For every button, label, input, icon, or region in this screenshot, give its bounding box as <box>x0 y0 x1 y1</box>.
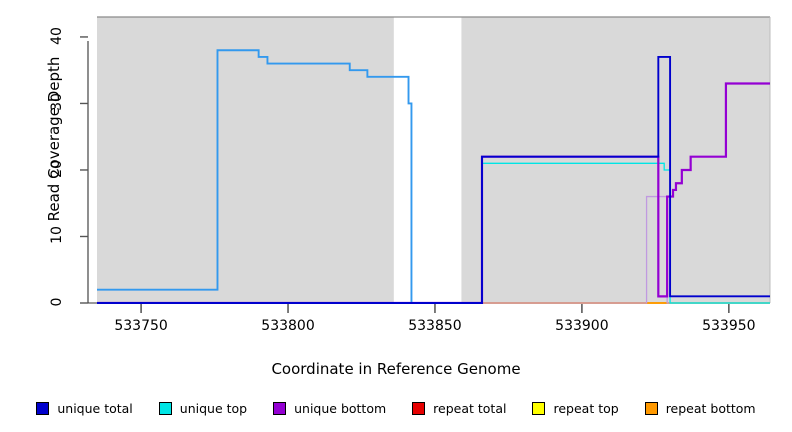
legend-label: unique top <box>179 400 248 416</box>
legend-item[interactable]: repeat bottom <box>644 400 756 416</box>
legend-label: repeat top <box>553 400 619 416</box>
legend-item[interactable]: unique top <box>158 400 248 416</box>
y-tick-label: 0 <box>49 297 65 307</box>
x-tick-label: 533950 <box>702 318 756 334</box>
panel-left <box>97 17 394 303</box>
y-tick-label: 20 <box>49 160 65 178</box>
series-line <box>97 55 770 304</box>
x-tick-label: 533750 <box>114 318 168 334</box>
y-tick-label: 30 <box>49 93 65 112</box>
legend-label: repeat total <box>433 400 507 416</box>
legend-swatch-icon <box>412 401 426 415</box>
panel-right <box>461 17 770 303</box>
legend-label: unique total <box>57 400 133 416</box>
legend-label: repeat bottom <box>665 400 756 416</box>
legend-swatch-icon <box>158 401 172 415</box>
x-tick-label: 533900 <box>555 318 609 334</box>
series-line <box>97 49 482 304</box>
chart-legend: unique total unique top unique bottom repea… <box>0 396 792 420</box>
legend-item[interactable]: repeat total <box>412 401 506 416</box>
x-axis-title: Coordinate in Reference Genome <box>271 360 521 378</box>
legend-label: unique bottom <box>294 400 387 416</box>
x-tick-label: 533800 <box>261 318 315 334</box>
legend-item[interactable]: repeat top <box>532 400 619 416</box>
y-tick-label: 40 <box>49 27 65 45</box>
legend-swatch-icon <box>36 401 50 415</box>
x-tick-label: 533850 <box>408 318 462 334</box>
legend-swatch-icon <box>532 401 546 415</box>
legend-item[interactable]: unique bottom <box>273 401 386 416</box>
legend-item[interactable]: unique total <box>36 400 133 416</box>
legend-swatch-icon <box>644 401 658 415</box>
y-tick-label: 10 <box>49 226 65 245</box>
legend-swatch-icon <box>273 401 287 415</box>
